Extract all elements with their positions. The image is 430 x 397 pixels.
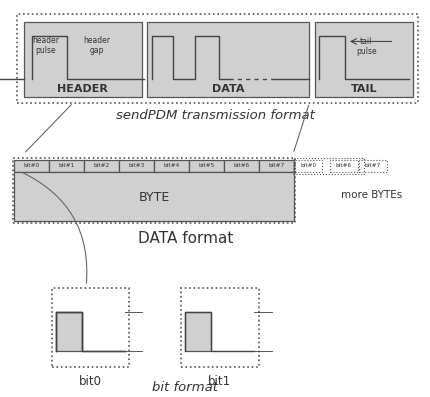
Bar	[84, 160, 119, 172]
Text: DATA format: DATA format	[137, 231, 233, 246]
Text: sendPDM transmission format: sendPDM transmission format	[116, 108, 314, 121]
Bar	[189, 160, 224, 172]
Text: bit#0: bit#0	[24, 163, 40, 168]
Text: HEADER: HEADER	[57, 84, 108, 94]
Text: bit#1: bit#1	[58, 163, 74, 168]
Bar	[56, 312, 82, 351]
Bar	[258, 160, 293, 172]
Text: bit#3: bit#3	[128, 163, 144, 168]
Text: bit#4: bit#4	[163, 163, 179, 168]
Text: bit1: bit1	[208, 375, 231, 388]
Bar	[24, 22, 142, 97]
Text: BYTE: BYTE	[138, 191, 169, 204]
Text: bit#0: bit#0	[300, 163, 316, 168]
Bar	[49, 160, 84, 172]
Text: more BYTEs: more BYTEs	[340, 191, 401, 200]
Text: bit0: bit0	[79, 375, 102, 388]
Bar	[154, 160, 189, 172]
Bar	[14, 172, 293, 221]
Text: TAIL: TAIL	[350, 84, 376, 94]
Text: bit#7: bit#7	[268, 163, 284, 168]
Text: bit format: bit format	[152, 381, 218, 394]
Text: header
pulse: header pulse	[32, 36, 58, 55]
Text: header
gap: header gap	[83, 36, 110, 55]
Text: DATA: DATA	[211, 84, 244, 94]
Text: bit#2: bit#2	[93, 163, 110, 168]
Text: tail
pulse: tail pulse	[355, 37, 376, 56]
Text: bit#7: bit#7	[364, 163, 380, 168]
Text: bit#6: bit#6	[233, 163, 249, 168]
Bar	[224, 160, 258, 172]
Text: bit#5: bit#5	[198, 163, 214, 168]
Bar	[185, 312, 211, 351]
Bar	[14, 160, 49, 172]
Bar	[147, 22, 308, 97]
Bar	[314, 22, 412, 97]
Text: bit#6: bit#6	[335, 163, 351, 168]
Bar	[119, 160, 154, 172]
